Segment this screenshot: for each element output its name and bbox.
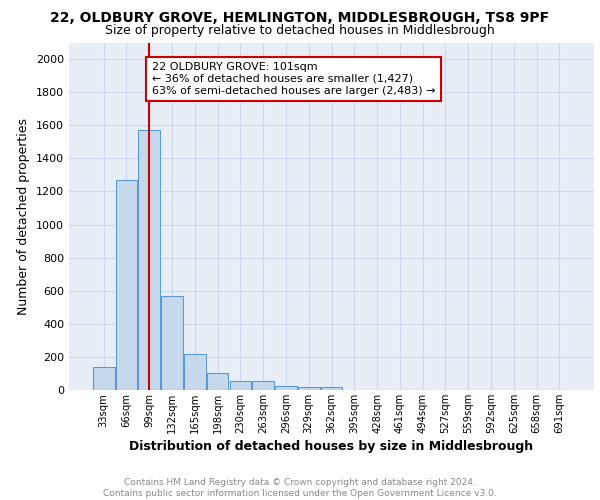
Bar: [184, 354, 206, 390]
Text: 22 OLDBURY GROVE: 101sqm
← 36% of detached houses are smaller (1,427)
63% of sem: 22 OLDBURY GROVE: 101sqm ← 36% of detach…: [152, 62, 435, 96]
Text: Contains HM Land Registry data © Crown copyright and database right 2024.
Contai: Contains HM Land Registry data © Crown c…: [103, 478, 497, 498]
Bar: [93, 367, 115, 390]
Bar: [161, 296, 183, 390]
Bar: [298, 386, 320, 390]
Bar: [275, 386, 297, 390]
Bar: [230, 381, 251, 390]
Bar: [139, 130, 160, 390]
Bar: [207, 374, 229, 390]
Text: Size of property relative to detached houses in Middlesbrough: Size of property relative to detached ho…: [105, 24, 495, 37]
Bar: [253, 381, 274, 390]
X-axis label: Distribution of detached houses by size in Middlesbrough: Distribution of detached houses by size …: [130, 440, 533, 453]
Bar: [116, 180, 137, 390]
Bar: [320, 386, 343, 390]
Text: 22, OLDBURY GROVE, HEMLINGTON, MIDDLESBROUGH, TS8 9PF: 22, OLDBURY GROVE, HEMLINGTON, MIDDLESBR…: [50, 12, 550, 26]
Y-axis label: Number of detached properties: Number of detached properties: [17, 118, 31, 315]
